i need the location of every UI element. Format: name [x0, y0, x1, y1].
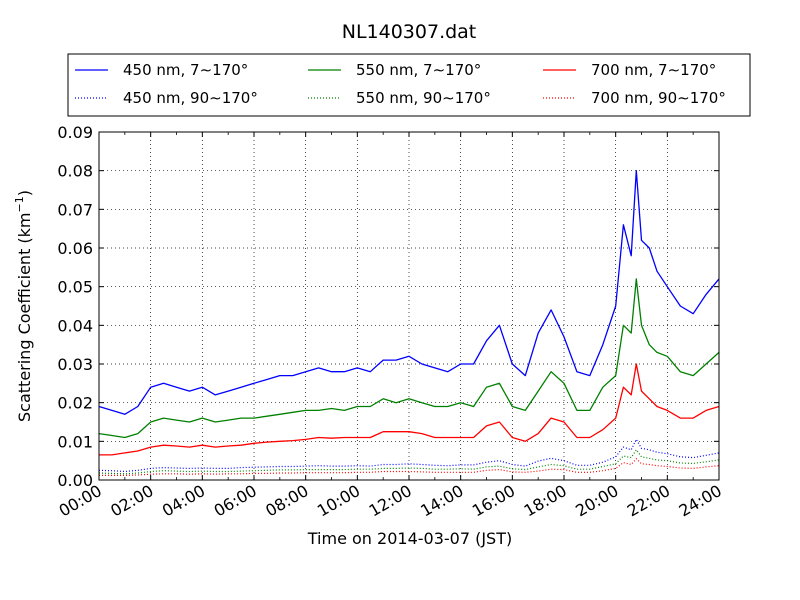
x-tick-label: 08:00 [262, 481, 311, 521]
x-tick-label: 06:00 [211, 481, 260, 521]
series-line-1 [98, 278, 720, 439]
legend-label-0: 450 nm, 7∼170° [123, 61, 248, 79]
legend-label-3: 450 nm, 90∼170° [123, 89, 258, 107]
y-tick-label: 0.08 [57, 162, 93, 181]
y-tick-label: 0.01 [57, 432, 93, 451]
y-tick-label: 0.07 [57, 200, 93, 219]
x-tick-label: 14:00 [417, 481, 466, 521]
y-axis-label-main: Scattering Coefficient (km [15, 212, 34, 422]
x-tick-label: 12:00 [366, 481, 415, 521]
x-tick-label: 18:00 [521, 481, 570, 521]
legend-box [67, 53, 751, 117]
series-line-0 [98, 170, 720, 415]
ticks: 00:00 02:00 04:00 06:00 08:00 10:00 12:00 14:00… [56, 123, 725, 521]
grid [99, 132, 719, 480]
series-layer [98, 170, 720, 476]
y-tick-label: 0.00 [57, 471, 93, 490]
legend-label-2: 700 nm, 7∼170° [591, 61, 716, 79]
y-tick-label: 0.05 [57, 278, 93, 297]
x-tick-label: 20:00 [572, 481, 621, 521]
y-axis-label: Scattering Coefficient (km−1) [13, 190, 34, 422]
legend-label-5: 700 nm, 90∼170° [591, 89, 726, 107]
x-tick-label: 24:00 [676, 481, 725, 521]
series-line-2 [99, 363, 720, 456]
x-tick-label: 16:00 [469, 481, 518, 521]
x-tick-label: 02:00 [107, 481, 156, 521]
x-tick-label: 10:00 [314, 481, 363, 521]
y-axis-label-close: ) [15, 190, 34, 196]
y-axis-label-sup: −1 [13, 196, 26, 212]
y-tick-label: 0.02 [57, 394, 93, 413]
y-tick-label: 0.03 [57, 355, 93, 374]
legend-label-4: 550 nm, 90∼170° [356, 89, 491, 107]
y-tick-label: 0.04 [57, 316, 93, 335]
x-tick-label: 04:00 [159, 481, 208, 521]
legend-label-1: 550 nm, 7∼170° [356, 61, 481, 79]
x-tick-label: 22:00 [624, 481, 673, 521]
chart-title: NL140307.dat [342, 21, 477, 43]
legend: 450 nm, 7∼170° 550 nm, 7∼170° 700 nm, 7∼17… [67, 53, 751, 117]
y-tick-label: 0.09 [57, 123, 93, 142]
series-line-4 [98, 449, 720, 475]
y-tick-label: 0.06 [57, 239, 93, 258]
x-axis-label: Time on 2014-03-07 (JST) [307, 529, 512, 548]
